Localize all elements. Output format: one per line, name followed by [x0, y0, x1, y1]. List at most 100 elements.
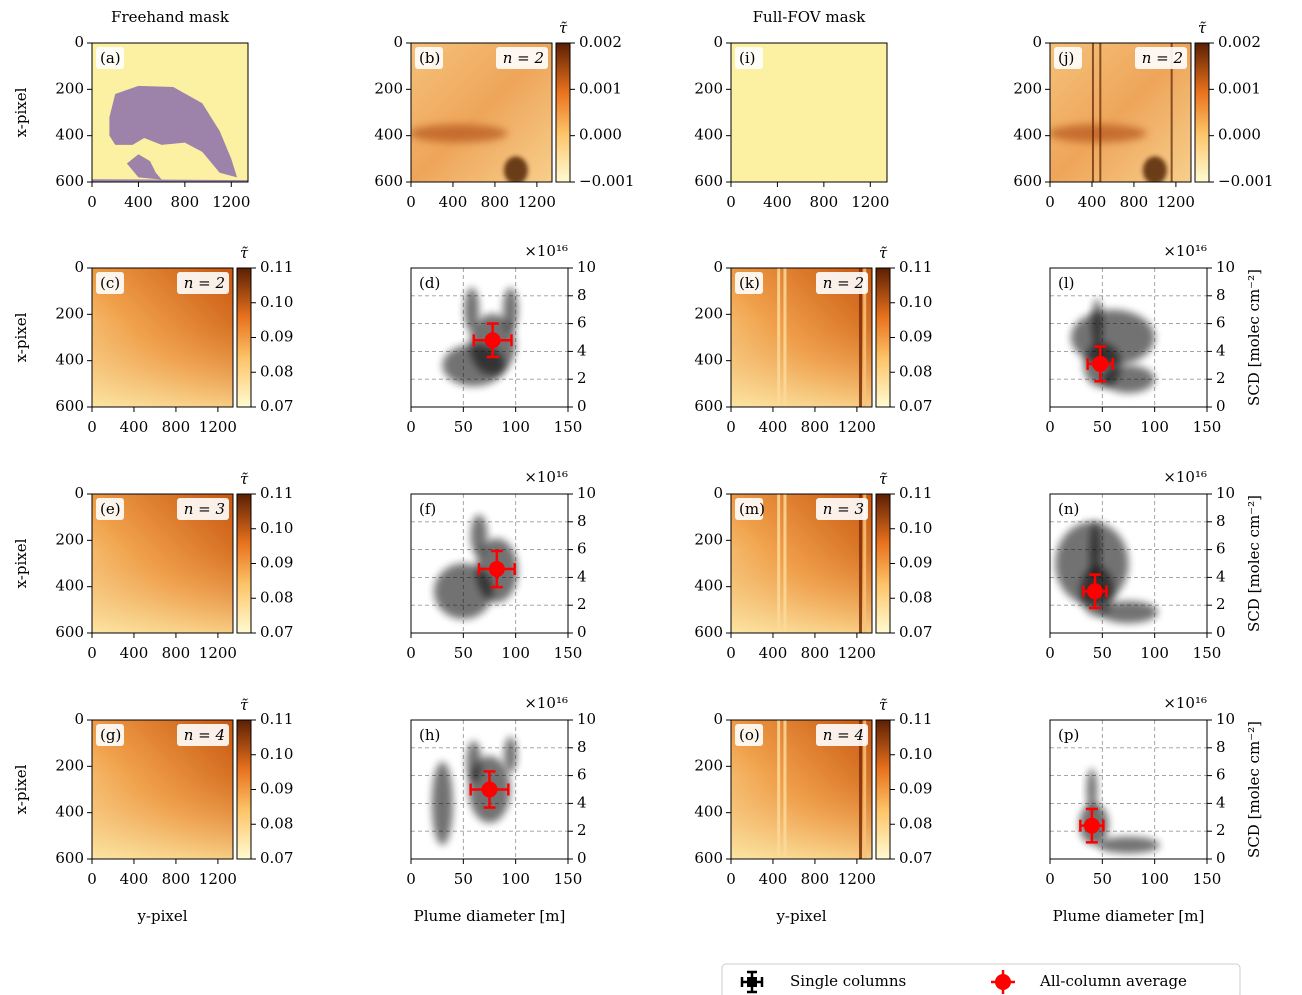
- x-tick-label: 0: [1045, 870, 1055, 888]
- colorbar-label: τ̃: [879, 470, 888, 488]
- x-tick-label: 50: [1093, 644, 1112, 662]
- y-tick-label: 2: [577, 821, 587, 839]
- colorbar: [555, 42, 571, 183]
- panel-label-box: [415, 724, 443, 746]
- panel-label-box: [1054, 272, 1082, 294]
- x-tick-label: 0: [406, 870, 416, 888]
- y-tick-label: 400: [55, 351, 84, 369]
- single-columns-cloud: [1070, 309, 1155, 366]
- y-tick-label: 0: [1216, 849, 1226, 867]
- single-columns-cloud: [504, 736, 517, 773]
- y-tick-label: 200: [694, 304, 723, 322]
- annotation-box: [816, 272, 868, 294]
- colorbar-tick-label: 0.11: [899, 258, 932, 276]
- plot-area: [411, 720, 568, 859]
- x-axis-label: Plume diameter [m]: [1053, 907, 1205, 925]
- single-columns-cloud: [464, 287, 480, 332]
- colorbar-tick-label: 0.10: [899, 293, 932, 311]
- colorbar-tick-label: 0.09: [260, 554, 293, 572]
- axes-frame: [1049, 493, 1208, 634]
- colorbar-tick-label: 0.08: [260, 814, 293, 832]
- mask-region: [92, 179, 248, 182]
- y-tick-label: 6: [1216, 540, 1226, 558]
- axes-frame: [730, 267, 873, 408]
- x-tick-label: 1200: [838, 418, 876, 436]
- x-tick-label: 800: [162, 644, 191, 662]
- y-tick-label: 8: [1216, 512, 1226, 530]
- panel: 0 400 800 1200 0 200 400 600 (k) n = 2 0.11 0.10 0.0…: [694, 244, 932, 436]
- axes-frame: [91, 42, 249, 183]
- panel-label: (l): [1058, 274, 1075, 292]
- x-tick-label: 100: [501, 644, 530, 662]
- axes-frame: [1049, 42, 1192, 183]
- y-tick-label: 0: [713, 33, 723, 51]
- legend-label: All-column average: [1039, 972, 1187, 990]
- mask-region: [109, 85, 238, 178]
- y-tick-label: 200: [694, 756, 723, 774]
- y-tick-label: 0: [713, 484, 723, 502]
- y-tick-label: 6: [577, 314, 587, 332]
- y-tick-label: 400: [55, 126, 84, 144]
- x-tick-label: 1200: [212, 193, 250, 211]
- x-tick-label: 150: [1193, 418, 1222, 436]
- x-axis-label: y-pixel: [775, 907, 826, 925]
- y-axis-label: SCD [molec cm⁻²]: [1245, 269, 1263, 406]
- panel-label: (i): [739, 49, 756, 67]
- legend-label: Single columns: [790, 972, 906, 990]
- annotation: n = 2: [503, 49, 544, 67]
- y-tick-label: 2: [577, 595, 587, 613]
- panel: 0 400 800 1200 0 200 400 600 (m) n = 3 0.11 0.10 0.0…: [694, 470, 932, 662]
- x-tick-label: 150: [1193, 870, 1222, 888]
- annotation: n = 2: [184, 274, 225, 292]
- colorbar-label: τ̃: [240, 470, 249, 488]
- y-tick-label: 400: [55, 577, 84, 595]
- colorbar-tick-label: 0.09: [260, 328, 293, 346]
- single-columns-cloud: [1086, 768, 1098, 811]
- y-tick-label: 0: [1032, 33, 1042, 51]
- colorbar-tick-label: 0.07: [899, 397, 932, 415]
- y-tick-label: 10: [1216, 258, 1235, 276]
- x-axis-label: y-pixel: [136, 907, 187, 925]
- x-tick-label: 0: [406, 418, 416, 436]
- colorbar-tick-label: 0.08: [899, 588, 932, 606]
- heatmap-stripe: [783, 268, 787, 407]
- x-tick-label: 50: [454, 644, 473, 662]
- colorbar-tick-label: 0.07: [260, 849, 293, 867]
- colorbar-tick-label: 0.09: [899, 328, 932, 346]
- plot-area: [411, 494, 568, 633]
- colorbar-tick-label: 0.10: [260, 745, 293, 763]
- x-tick-label: 800: [162, 418, 191, 436]
- x-tick-label: 400: [759, 418, 788, 436]
- annotation: n = 2: [1142, 49, 1183, 67]
- colorbar: [875, 493, 891, 634]
- colorbar-tick-label: 0.11: [260, 710, 293, 728]
- y-tick-label: 2: [1216, 369, 1226, 387]
- colorbar-tick-label: 0.11: [260, 484, 293, 502]
- y-tick-label: 0: [393, 33, 403, 51]
- y-tick-label: 8: [577, 738, 587, 756]
- x-tick-label: 0: [726, 418, 736, 436]
- x-tick-label: 150: [554, 870, 583, 888]
- y-tick-label: 6: [1216, 766, 1226, 784]
- y-tick-label: 0: [577, 849, 587, 867]
- y-tick-label: 8: [1216, 286, 1226, 304]
- colorbar-tick-label: 0.11: [899, 710, 932, 728]
- axes-frame: [410, 42, 553, 183]
- annotation-box: [496, 47, 548, 69]
- y-tick-label: 200: [374, 79, 403, 97]
- heatmap-feature: [1142, 156, 1167, 182]
- panel: 0 400 800 1200 0 200 400 600 (i) Full-FOV mask: [694, 8, 889, 211]
- x-tick-label: 50: [1093, 870, 1112, 888]
- y-tick-label: 600: [374, 172, 403, 190]
- x-tick-label: 0: [87, 193, 97, 211]
- heatmap-stripe: [783, 494, 787, 633]
- x-tick-label: 400: [763, 193, 792, 211]
- y-tick-label: 0: [713, 710, 723, 728]
- single-columns-cloud: [1099, 601, 1158, 624]
- annotation-box: [177, 724, 229, 746]
- y-tick-label: 4: [577, 567, 587, 585]
- panel-label-box: [96, 47, 124, 69]
- annotation-box: [177, 272, 229, 294]
- annotation: n = 4: [184, 726, 225, 744]
